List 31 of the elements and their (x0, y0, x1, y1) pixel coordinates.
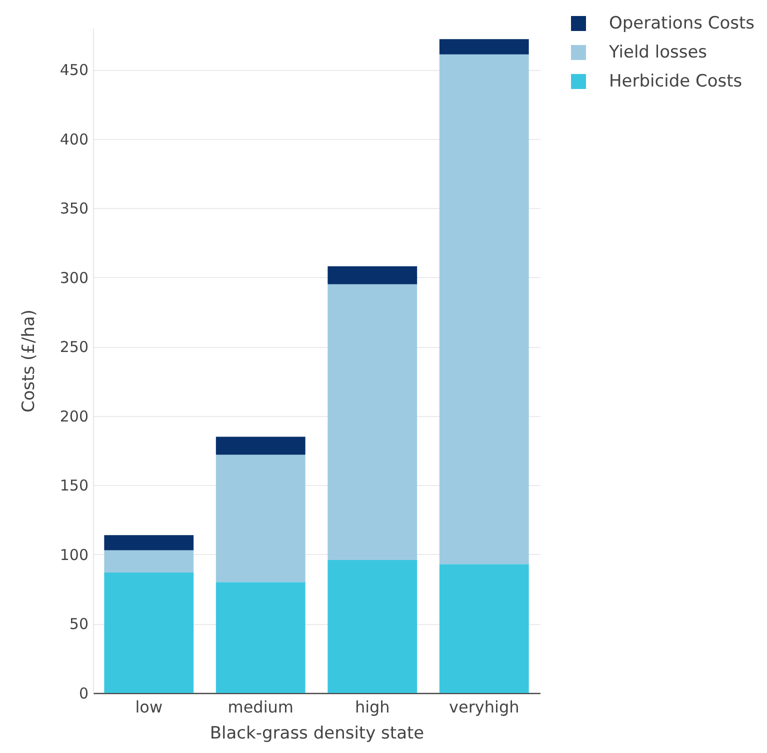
y-tick-label: 250 (60, 338, 88, 356)
y-tick-label: 100 (60, 546, 88, 564)
bar (439, 564, 529, 693)
bar (328, 266, 418, 284)
bar (328, 560, 418, 693)
bar (328, 284, 418, 560)
y-tick-label: 450 (60, 61, 88, 80)
bar (216, 454, 306, 582)
bar (216, 582, 306, 693)
y-axis-title: Costs (£/ha) (18, 309, 39, 413)
y-tick-label: 350 (60, 200, 88, 218)
bar (104, 572, 194, 693)
y-tick-label: 150 (60, 476, 88, 495)
x-tick-label: veryhigh (449, 698, 520, 716)
x-tick-label: high (354, 698, 390, 716)
y-tick-label: 200 (60, 407, 88, 426)
bar (439, 39, 529, 54)
bar (104, 550, 194, 572)
bar (216, 436, 306, 455)
x-tick-label: low (135, 698, 163, 716)
y-tick-label: 0 (78, 684, 88, 702)
bar (104, 535, 194, 550)
x-axis-title: Black-grass density state (210, 724, 424, 744)
y-tick-label: 50 (69, 615, 88, 634)
x-tick-label: medium (228, 698, 294, 716)
y-tick-label: 300 (60, 268, 88, 287)
y-tick-label: 400 (60, 130, 88, 148)
legend-label: Yield losses (608, 42, 708, 62)
legend-label: Operations Costs (609, 14, 755, 34)
bar (439, 54, 529, 564)
legend-label: Herbicide Costs (609, 72, 742, 92)
